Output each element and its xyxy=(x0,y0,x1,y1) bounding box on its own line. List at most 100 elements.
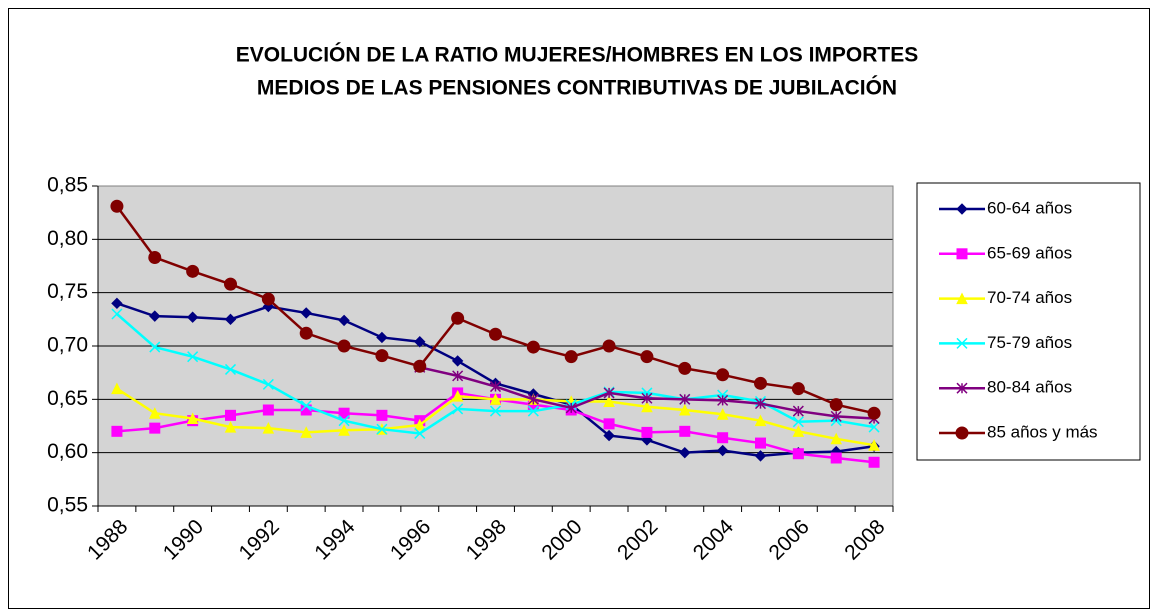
marker xyxy=(830,452,842,464)
marker xyxy=(678,361,692,375)
marker xyxy=(489,381,502,393)
marker xyxy=(414,427,426,439)
legend-label: 75-79 años xyxy=(987,333,1072,352)
marker xyxy=(956,248,968,260)
marker xyxy=(299,326,313,340)
marker xyxy=(641,426,653,438)
marker xyxy=(527,393,539,405)
marker xyxy=(414,336,426,348)
marker xyxy=(149,422,161,434)
marker xyxy=(261,292,275,306)
marker xyxy=(679,393,691,405)
marker xyxy=(641,387,653,399)
chart-title: MEDIOS DE LAS PENSIONES CONTRIBUTIVAS DE… xyxy=(257,76,897,100)
marker xyxy=(716,408,729,420)
marker xyxy=(956,292,968,305)
marker xyxy=(338,407,350,419)
marker xyxy=(603,418,615,430)
marker xyxy=(679,425,691,437)
marker xyxy=(830,410,842,422)
marker xyxy=(110,199,124,213)
marker xyxy=(603,387,615,399)
marker xyxy=(262,404,274,416)
marker xyxy=(225,409,236,421)
marker xyxy=(300,400,312,412)
marker xyxy=(148,250,162,264)
legend-label: 70-74 años xyxy=(987,288,1072,307)
marker xyxy=(641,392,653,404)
marker xyxy=(300,307,312,319)
marker xyxy=(565,402,577,414)
marker xyxy=(187,351,199,363)
y-tick-label: 0,55 xyxy=(47,494,88,517)
marker xyxy=(375,349,389,363)
marker xyxy=(452,403,464,415)
marker xyxy=(640,350,654,364)
marker xyxy=(791,382,805,396)
legend-box xyxy=(916,182,1141,461)
marker xyxy=(376,409,388,421)
marker xyxy=(186,264,200,278)
marker xyxy=(376,331,388,344)
marker xyxy=(111,308,123,320)
marker xyxy=(527,405,539,417)
marker xyxy=(376,423,388,435)
marker xyxy=(489,327,502,341)
marker xyxy=(451,390,464,402)
marker xyxy=(716,444,729,457)
marker xyxy=(148,407,161,419)
marker xyxy=(526,340,540,354)
marker xyxy=(868,421,880,433)
marker xyxy=(754,450,767,462)
marker xyxy=(717,432,729,444)
marker xyxy=(716,368,730,382)
marker xyxy=(224,363,237,375)
marker xyxy=(111,425,123,437)
marker xyxy=(224,420,237,433)
marker xyxy=(337,339,351,353)
y-tick-label: 0,60 xyxy=(47,440,88,463)
marker xyxy=(186,412,199,425)
marker xyxy=(451,355,464,367)
marker xyxy=(792,405,804,417)
marker xyxy=(755,437,766,449)
marker xyxy=(111,382,123,395)
marker xyxy=(602,339,616,353)
marker xyxy=(956,382,968,394)
marker xyxy=(641,400,653,413)
marker xyxy=(262,422,275,434)
marker xyxy=(603,429,615,442)
marker xyxy=(224,277,237,291)
marker xyxy=(451,311,465,325)
marker xyxy=(338,314,350,327)
marker xyxy=(868,456,880,468)
y-tick-label: 0,65 xyxy=(47,387,88,410)
marker xyxy=(829,398,843,412)
marker xyxy=(868,439,880,451)
marker xyxy=(262,378,274,390)
legend-label: 65-69 años xyxy=(987,243,1072,262)
marker xyxy=(149,341,161,353)
marker xyxy=(224,313,237,326)
marker xyxy=(564,350,578,364)
marker xyxy=(111,297,123,310)
y-tick-label: 0,85 xyxy=(47,174,88,197)
marker xyxy=(754,398,767,410)
marker xyxy=(717,389,729,401)
y-tick-label: 0,75 xyxy=(47,280,88,303)
marker xyxy=(413,359,427,373)
marker xyxy=(792,416,804,428)
marker xyxy=(956,203,968,215)
legend-label: 60-64 años xyxy=(987,198,1072,217)
marker xyxy=(754,414,767,427)
marker xyxy=(955,426,969,440)
marker xyxy=(679,446,691,459)
legend-label: 85 años y más xyxy=(987,422,1098,441)
chart-title: EVOLUCIÓN DE LA RATIO MUJERES/HOMBRES EN… xyxy=(236,43,919,67)
legend-label: 80-84 años xyxy=(987,378,1072,397)
marker xyxy=(678,403,691,416)
marker xyxy=(338,424,350,436)
marker xyxy=(262,300,275,313)
y-tick-label: 0,70 xyxy=(47,334,88,357)
